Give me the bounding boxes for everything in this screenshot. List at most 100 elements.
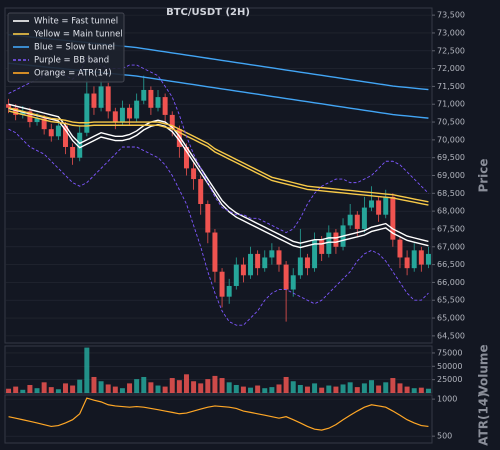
candle-body [283, 264, 289, 290]
chart-title: BTC/USDT (2H) [166, 7, 250, 18]
candle-body [312, 239, 318, 269]
overlay-line [8, 107, 429, 203]
volume-bar [84, 347, 90, 393]
candle-body [141, 89, 147, 101]
y-tick-label: 68,500 [437, 189, 465, 198]
y-tick-label: 67,000 [437, 242, 465, 251]
y-axis-label: ATR(14) [477, 392, 491, 445]
legend-label: Blue = Slow tunnel [34, 43, 115, 53]
volume-bar [134, 379, 140, 393]
y-tick-label: 65,500 [437, 296, 465, 305]
candle-body [226, 285, 232, 297]
candle-body [404, 257, 410, 269]
volume-bar [63, 383, 68, 393]
volume-bar [326, 385, 332, 393]
volume-bar [297, 384, 303, 393]
candle-body [347, 214, 353, 226]
candle-body [248, 253, 254, 276]
candle-body [304, 257, 310, 269]
y-axis-label: Volume [477, 344, 491, 394]
y-tick-label: 72,500 [437, 46, 465, 55]
candle-body [333, 232, 339, 247]
volume-bar [20, 389, 26, 393]
y-tick-label: 50000 [437, 362, 462, 371]
volume-bar [148, 382, 154, 393]
volume-bar [119, 388, 125, 393]
candle-body [41, 118, 47, 130]
candle-body [397, 239, 403, 258]
candle-body [198, 179, 204, 205]
candle-body [48, 129, 54, 137]
candle-body [20, 111, 26, 115]
volume-bar [369, 380, 374, 393]
overlay-line [8, 128, 429, 326]
candle-body [276, 250, 282, 265]
volume-bar [276, 384, 282, 393]
candle-body [383, 196, 389, 215]
candle-body [290, 275, 296, 290]
volume-bar [77, 379, 83, 393]
candle-body [191, 168, 197, 180]
y-tick-label: 67,500 [437, 224, 465, 233]
candle-body [134, 100, 140, 119]
y-tick-label: 70,500 [437, 118, 465, 127]
candle-body [269, 250, 275, 258]
volume-bar [233, 384, 239, 393]
volume-bar [376, 385, 382, 393]
volume-bar [304, 386, 310, 393]
volume-bar [198, 383, 204, 393]
volume-bar [333, 386, 339, 393]
y-tick-label: 68,000 [437, 207, 465, 216]
candle-body [212, 232, 218, 272]
candle-body [319, 239, 325, 254]
candle-body [390, 196, 396, 240]
y-tick-label: 66,500 [437, 260, 465, 269]
volume-bar [141, 376, 147, 393]
y-tick-label: 69,000 [437, 171, 465, 180]
volume-bar [127, 383, 133, 393]
candle-body [183, 146, 189, 169]
candle-body [84, 93, 90, 133]
volume-bar [361, 383, 367, 393]
volume-bar [397, 383, 403, 393]
candle-body [63, 125, 68, 147]
candle-body [13, 107, 19, 115]
y-tick-label: 71,000 [437, 100, 465, 109]
candle-body [219, 271, 225, 297]
candle-body [70, 146, 76, 158]
volume-bar [262, 388, 268, 393]
y-tick-label: 72,000 [437, 64, 465, 73]
candle-body [369, 200, 374, 208]
y-tick-label: 500 [437, 432, 452, 441]
overlay-line [8, 57, 429, 234]
y-tick-label: 69,500 [437, 153, 465, 162]
volume-bar [183, 374, 189, 393]
volume-bar [162, 386, 168, 393]
volume-bar [34, 388, 40, 393]
volume-bar [290, 381, 296, 393]
volume-bar [98, 381, 104, 393]
volume-bar [269, 387, 275, 393]
volume-bar [354, 387, 360, 393]
volume-bar [13, 386, 19, 393]
y-tick-label: 25000 [437, 375, 462, 384]
y-tick-label: 65,000 [437, 314, 465, 323]
overlay-line [8, 110, 429, 206]
candle-body [55, 125, 61, 137]
volume-bar [155, 385, 161, 393]
panel-background [4, 394, 433, 444]
y-tick-label: 71,500 [437, 82, 465, 91]
volume-bar [255, 385, 261, 393]
candle-body [376, 200, 382, 215]
candle-body [354, 214, 360, 229]
y-tick-label: 66,000 [437, 278, 465, 287]
volume-bar [312, 383, 318, 393]
volume-bar [219, 378, 225, 393]
candle-body [155, 97, 161, 108]
candle-body [162, 97, 168, 115]
candle-body [77, 132, 83, 158]
volume-bar [48, 387, 54, 393]
candle-body [105, 86, 111, 112]
volume-bar [240, 386, 246, 393]
